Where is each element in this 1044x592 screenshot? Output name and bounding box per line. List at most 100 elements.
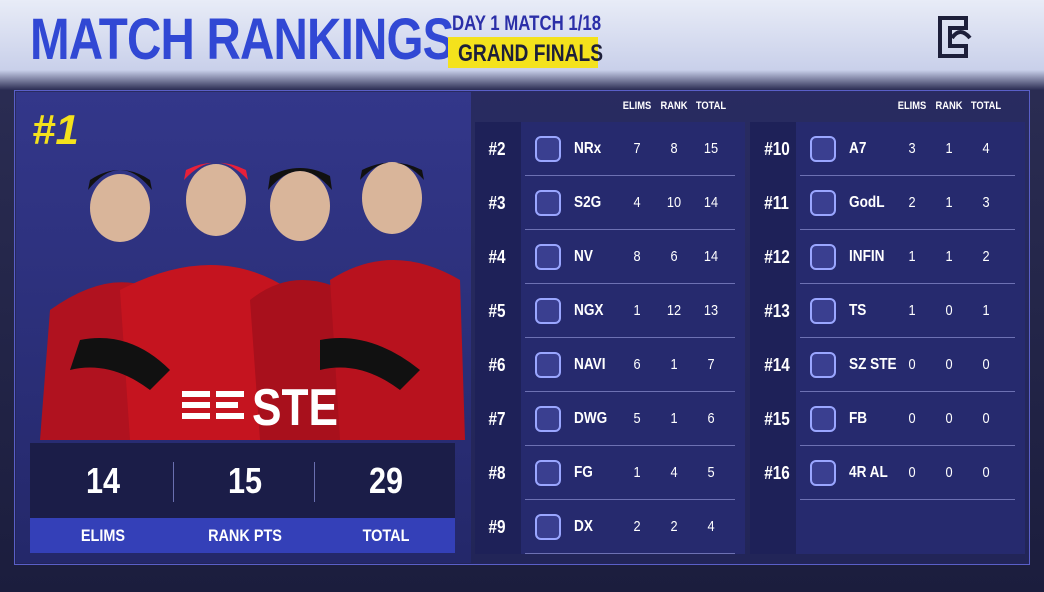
row-divider xyxy=(525,175,735,176)
team-logo xyxy=(810,298,836,324)
cell-value: 0 xyxy=(908,356,916,373)
cell-value: 1 xyxy=(908,302,916,319)
cell-value: 2 xyxy=(982,248,990,265)
cell-value: 1 xyxy=(945,140,953,157)
cell-value: 0 xyxy=(945,464,953,481)
rank: #15 xyxy=(764,409,790,429)
cell-value: 4 xyxy=(982,140,990,157)
cell-value: 6 xyxy=(707,410,715,427)
rank: #11 xyxy=(764,193,789,213)
cell-value: 1 xyxy=(945,248,953,265)
winner-rank: #1 xyxy=(32,106,79,153)
winner-team: STE xyxy=(252,379,338,437)
team-name: A7 xyxy=(849,140,867,157)
cell-value: 10 xyxy=(666,194,682,211)
team-logo xyxy=(535,190,561,216)
rank: #9 xyxy=(488,517,506,537)
cell-value: 1 xyxy=(633,302,641,319)
cell-value: 0 xyxy=(982,356,990,373)
row-divider xyxy=(525,283,735,284)
team-logo xyxy=(810,352,836,378)
stat-label: ELIMS xyxy=(80,526,126,545)
cell-value: 2 xyxy=(633,518,641,535)
rank: #7 xyxy=(488,409,506,429)
rank: #2 xyxy=(488,139,506,159)
cell-value: 1 xyxy=(982,302,990,319)
row-divider xyxy=(800,445,1015,446)
stat-label: TOTAL xyxy=(362,526,410,545)
team-name: NAVI xyxy=(574,356,606,373)
column-header: TOTAL xyxy=(970,100,1002,112)
team-photo xyxy=(40,162,465,440)
separator xyxy=(314,462,315,502)
logo xyxy=(938,16,972,58)
row-divider xyxy=(800,391,1015,392)
team-name: FB xyxy=(849,410,868,427)
match-info: DAY 1 MATCH 1/18 xyxy=(452,12,602,35)
cell-value: 1 xyxy=(908,248,916,265)
team-name: S2G xyxy=(574,194,602,211)
team-name: TS xyxy=(849,302,867,319)
stat-value: 14 xyxy=(85,460,121,501)
team-logo xyxy=(810,190,836,216)
team-name: 4R AL xyxy=(849,464,888,481)
cell-value: 0 xyxy=(908,410,916,427)
cell-value: 8 xyxy=(633,248,641,265)
rank-column xyxy=(475,122,521,554)
rank-column xyxy=(750,122,796,554)
team-name: NGX xyxy=(574,302,604,319)
rank: #10 xyxy=(764,139,790,159)
rank: #16 xyxy=(764,463,790,483)
row-divider xyxy=(525,553,735,554)
row-divider xyxy=(800,499,1015,500)
cell-value: 3 xyxy=(908,140,916,157)
team-logo xyxy=(810,460,836,486)
team-logo xyxy=(535,514,561,540)
column-header: RANK xyxy=(660,100,688,112)
cell-value: 4 xyxy=(707,518,715,535)
cell-value: 1 xyxy=(633,464,641,481)
row-divider xyxy=(525,445,735,446)
column-header: TOTAL xyxy=(695,100,727,112)
stat-value: 15 xyxy=(227,460,263,501)
team-name: GodL xyxy=(849,194,885,211)
cell-value: 15 xyxy=(703,140,719,157)
rank: #6 xyxy=(488,355,506,375)
team-name: NRx xyxy=(574,140,602,157)
team-logo xyxy=(182,391,244,419)
team-name: NV xyxy=(574,248,593,265)
cell-value: 1 xyxy=(945,194,953,211)
stage: GRAND FINALS xyxy=(458,40,604,67)
team-logo xyxy=(535,298,561,324)
row-divider xyxy=(525,229,735,230)
cell-value: 2 xyxy=(908,194,916,211)
row-divider xyxy=(525,499,735,500)
team-name: DX xyxy=(574,518,593,535)
cell-value: 6 xyxy=(633,356,641,373)
cell-value: 2 xyxy=(670,518,678,535)
cell-value: 0 xyxy=(982,410,990,427)
team-logo xyxy=(810,136,836,162)
title: MATCH RANKINGS xyxy=(30,7,454,72)
cell-value: 5 xyxy=(633,410,641,427)
team-logo xyxy=(535,352,561,378)
column-header: ELIMS xyxy=(897,100,927,112)
rank: #14 xyxy=(764,355,790,375)
cell-value: 0 xyxy=(945,410,953,427)
rank: #12 xyxy=(764,247,790,267)
rank: #13 xyxy=(764,301,790,321)
stage-badge xyxy=(448,37,598,68)
cell-value: 0 xyxy=(982,464,990,481)
rank: #4 xyxy=(488,247,506,267)
cell-value: 7 xyxy=(707,356,715,373)
cell-value: 1 xyxy=(670,356,678,373)
team-logo xyxy=(535,244,561,270)
cell-value: 7 xyxy=(633,140,641,157)
rank: #5 xyxy=(488,301,506,321)
cell-value: 0 xyxy=(908,464,916,481)
team-logo xyxy=(535,136,561,162)
row-divider xyxy=(800,175,1015,176)
cell-value: 14 xyxy=(703,194,719,211)
row-divider xyxy=(800,229,1015,230)
row-divider xyxy=(800,337,1015,338)
